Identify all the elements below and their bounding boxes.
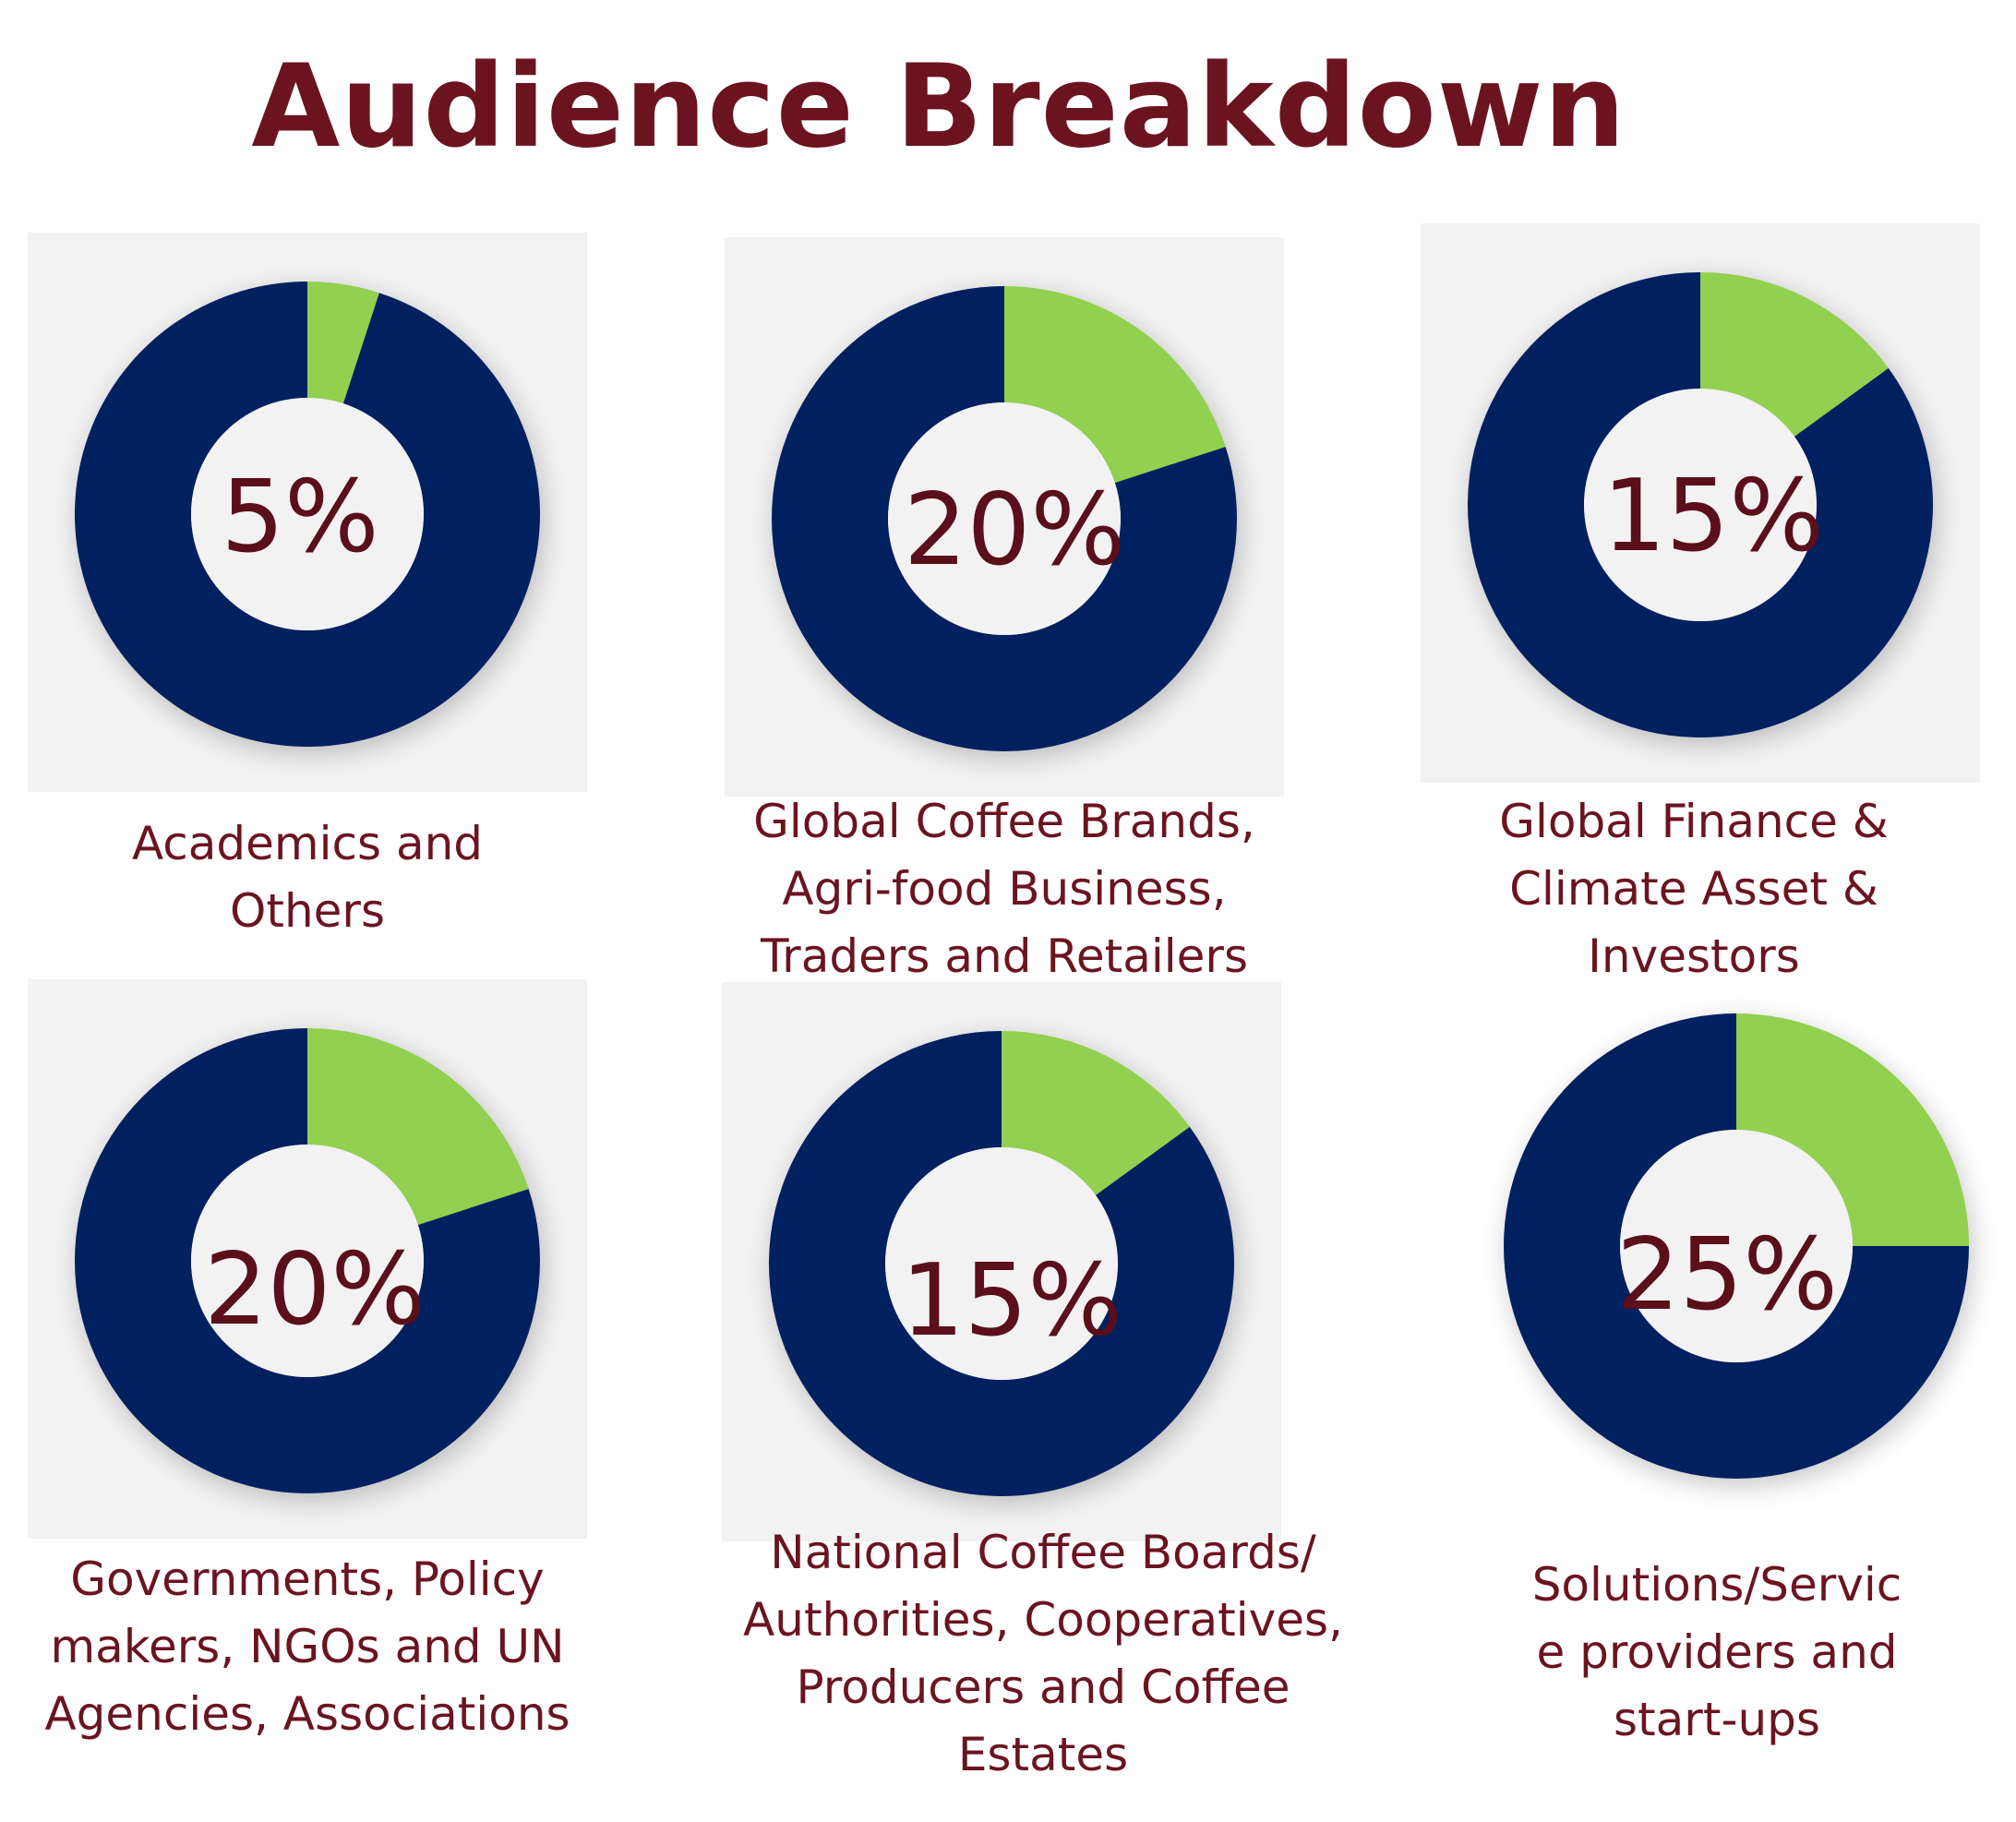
donut-slice-remainder bbox=[769, 1031, 1234, 1496]
caption-line: Agencies, Associations bbox=[44, 1687, 570, 1741]
donut-hole bbox=[885, 1147, 1118, 1380]
caption-line: Producers and Coffee bbox=[796, 1660, 1290, 1714]
caption-coffee-boards: National Coffee Boards/ Authorities, Coo… bbox=[711, 1519, 1375, 1789]
donut-chart-coffee-boards: 15% bbox=[722, 982, 1281, 1541]
caption-line: Agri-food Business, bbox=[782, 862, 1227, 916]
donut-chart-coffee-brands: 20% bbox=[725, 237, 1284, 797]
center-percentage: 15% bbox=[900, 1243, 1123, 1359]
donut-slice-remainder bbox=[772, 286, 1237, 751]
caption-solutions: Solutions/Servic e providers and start-u… bbox=[1422, 1552, 2012, 1754]
caption-line: Others bbox=[229, 884, 386, 938]
caption-line: start-ups bbox=[1614, 1693, 1820, 1746]
donut-slice-highlight bbox=[1002, 1031, 1190, 1195]
donut-svg bbox=[1504, 1013, 1973, 1486]
donut-chart-academics: 5% bbox=[28, 233, 587, 792]
donut-slice-remainder bbox=[74, 282, 541, 747]
caption-line: Governments, Policy bbox=[70, 1552, 545, 1606]
center-percentage: 25% bbox=[1615, 1217, 1839, 1333]
donut-svg bbox=[75, 1028, 544, 1501]
center-percentage: 20% bbox=[903, 473, 1126, 588]
caption-governments: Governments, Policy makers, NGOs and UN … bbox=[9, 1546, 606, 1748]
donut-slice-highlight bbox=[1004, 286, 1226, 484]
donut-hole bbox=[1620, 1130, 1853, 1362]
donut-hole bbox=[191, 1145, 424, 1377]
caption-line: Solutions/Servic bbox=[1531, 1558, 1902, 1612]
center-percentage: 15% bbox=[1602, 459, 1825, 574]
donut-hole bbox=[888, 402, 1121, 635]
donut-chart-governments: 20% bbox=[28, 979, 587, 1539]
caption-line: Global Coffee Brands, bbox=[753, 795, 1255, 848]
caption-line: e providers and bbox=[1536, 1625, 1898, 1679]
donut-slice-highlight bbox=[1736, 1013, 1969, 1246]
donut-slice-remainder bbox=[75, 1028, 540, 1493]
caption-line: Climate Asset & bbox=[1509, 862, 1878, 916]
donut-svg bbox=[1468, 272, 1937, 745]
donut-chart-solutions: 25% bbox=[1457, 965, 2016, 1524]
caption-line: Estates bbox=[957, 1728, 1129, 1781]
center-percentage: 20% bbox=[203, 1232, 426, 1348]
donut-svg bbox=[74, 282, 544, 754]
donut-slice-highlight bbox=[307, 282, 379, 404]
donut-svg bbox=[772, 286, 1241, 759]
caption-line: Global Finance & bbox=[1499, 795, 1889, 848]
donut-slice-remainder bbox=[1468, 272, 1933, 737]
donut-slice-remainder bbox=[1504, 1013, 1969, 1479]
donut-slice-highlight bbox=[307, 1028, 529, 1226]
caption-finance: Global Finance & Climate Asset & Investo… bbox=[1375, 788, 2012, 990]
caption-line: National Coffee Boards/ bbox=[770, 1526, 1316, 1579]
donut-hole bbox=[191, 398, 424, 630]
caption-line: Traders and Retailers bbox=[760, 929, 1248, 983]
donut-svg bbox=[769, 1031, 1238, 1504]
page-title: Audience Breakdown bbox=[251, 41, 1626, 174]
center-percentage: 5% bbox=[221, 460, 379, 575]
donut-chart-finance: 15% bbox=[1421, 223, 1980, 783]
caption-coffee-brands: Global Coffee Brands, Agri-food Business… bbox=[678, 788, 1330, 990]
caption-line: Academics and bbox=[131, 817, 484, 870]
caption-academics: Academics and Others bbox=[28, 810, 587, 945]
donut-hole bbox=[1584, 389, 1817, 621]
caption-line: makers, NGOs and UN bbox=[50, 1620, 565, 1673]
caption-line: Authorities, Cooperatives, bbox=[743, 1593, 1343, 1647]
caption-line: Investors bbox=[1588, 929, 1800, 983]
donut-slice-highlight bbox=[1700, 272, 1889, 437]
